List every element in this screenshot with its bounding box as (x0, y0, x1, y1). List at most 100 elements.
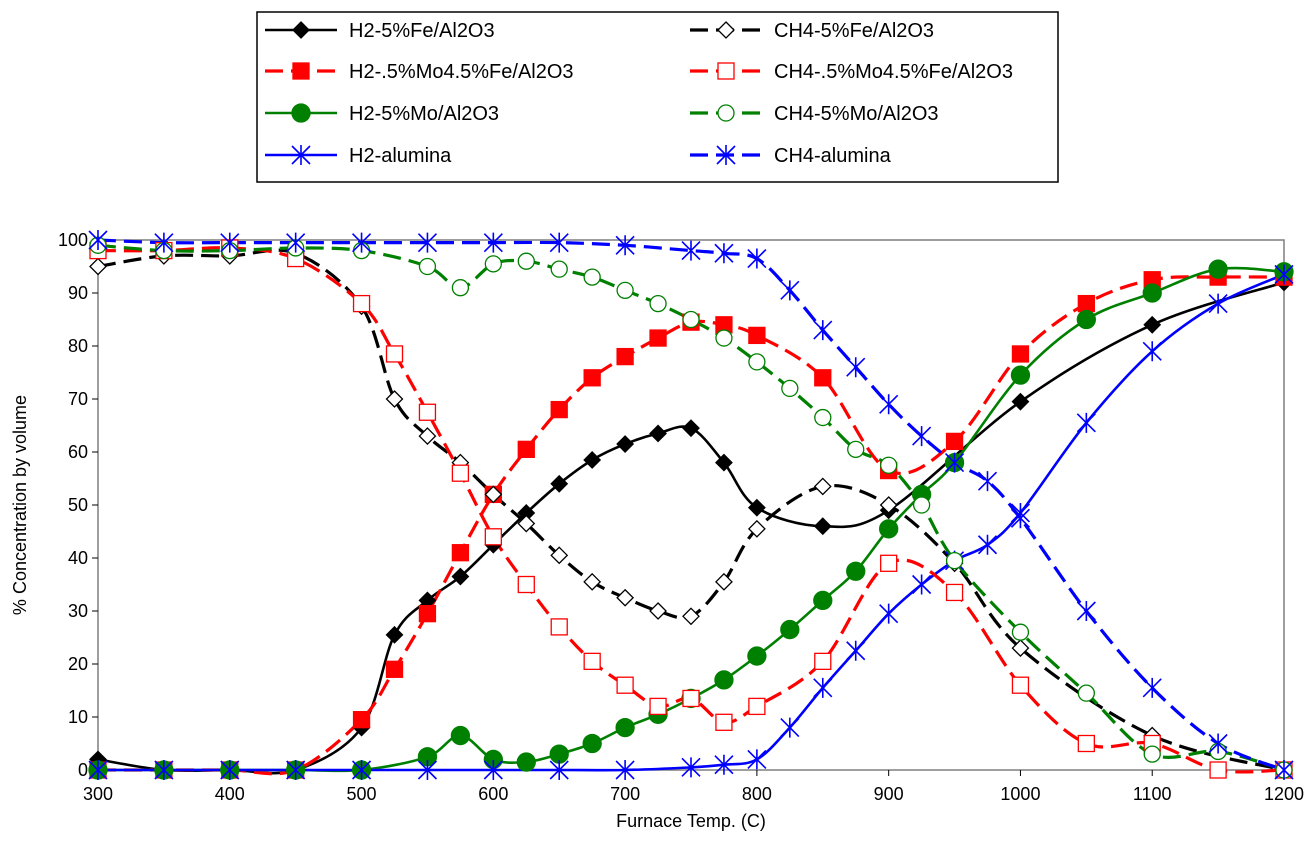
data-point (550, 546, 569, 565)
data-point (945, 583, 964, 602)
data-point (1143, 315, 1162, 334)
data-point (813, 320, 833, 341)
data-point (747, 248, 767, 269)
data-point (879, 519, 899, 539)
x-tick-label: 600 (478, 784, 508, 804)
data-point (220, 760, 240, 780)
legend-marker (716, 145, 736, 165)
data-point (1208, 259, 1228, 279)
x-tick-label: 300 (83, 784, 113, 804)
data-point (583, 572, 602, 591)
data-point (1011, 639, 1030, 658)
data-point (550, 474, 569, 493)
y-axis: 0 10 20 30 40 50 60 70 80 90 100 (58, 230, 98, 780)
data-point (450, 725, 471, 746)
legend-marker (717, 21, 735, 39)
data-point (1010, 365, 1031, 385)
data-point (780, 717, 800, 738)
legend-marker (291, 103, 311, 123)
data-point (813, 477, 832, 496)
data-point (912, 496, 931, 514)
y-tick-label: 100 (58, 230, 88, 250)
data-point (417, 232, 438, 253)
data-point (583, 268, 601, 286)
data-point (615, 717, 635, 738)
data-point (417, 760, 438, 780)
data-point (912, 426, 932, 447)
y-tick-label: 20 (68, 654, 88, 674)
y-tick-label: 90 (68, 283, 88, 303)
data-point (616, 676, 634, 694)
legend-label: H2-5%Fe/Al2O3 (349, 20, 495, 42)
data-point (682, 310, 700, 329)
data-point (583, 369, 601, 387)
data-point (813, 677, 833, 698)
data-point (715, 329, 733, 347)
data-point (615, 760, 635, 780)
legend-item: CH4-alumina (690, 145, 892, 167)
data-point (814, 369, 832, 387)
data-point (352, 294, 371, 313)
legend-box (256, 11, 1059, 183)
data-point (1077, 734, 1095, 753)
data-point (747, 498, 766, 517)
data-point (879, 496, 898, 514)
legend-label: H2-alumina (349, 145, 452, 167)
data-point (88, 230, 108, 250)
data-point (846, 640, 866, 661)
data-point (451, 544, 470, 562)
data-point (483, 760, 503, 780)
legend-label: CH4-5%Fe/Al2O3 (774, 20, 934, 42)
y-axis-label: % Concentration by volume (10, 395, 30, 615)
data-point (484, 485, 503, 504)
data-point (1011, 392, 1030, 411)
data-point (682, 607, 700, 626)
data-point (154, 760, 174, 780)
data-point (681, 757, 701, 778)
legend-item: H2-.5%Mo4.5%Fe/Al2O3 (265, 61, 574, 83)
data-point (714, 670, 734, 690)
data-point (286, 760, 306, 780)
y-tick-label: 70 (68, 389, 88, 409)
legend-marker (292, 21, 310, 39)
x-tick-label: 1000 (1000, 784, 1040, 804)
data-point (649, 602, 667, 620)
data-point (351, 232, 372, 253)
data-point (418, 403, 437, 421)
data-point (682, 419, 700, 438)
x-tick-label: 400 (215, 784, 245, 804)
data-point (1274, 760, 1294, 780)
legend-item: CH4-5%Mo/Al2O3 (690, 103, 939, 125)
data-point (1076, 601, 1096, 621)
data-point (1010, 508, 1031, 529)
data-point (880, 554, 898, 572)
data-point (385, 345, 404, 363)
data-point (1274, 264, 1294, 285)
y-tick-label: 10 (68, 707, 88, 727)
data-point (945, 432, 964, 451)
legend-marker (717, 104, 735, 122)
data-point (1209, 761, 1227, 779)
legend-item: CH4-5%Fe/Al2O3 (690, 20, 934, 42)
legend-label: CH4-5%Mo/Al2O3 (774, 103, 939, 125)
data-point (747, 646, 767, 666)
data-point (715, 453, 733, 472)
data-point (616, 347, 634, 366)
data-point (748, 697, 766, 716)
legend-item: H2-5%Mo/Al2O3 (265, 103, 499, 125)
data-point (846, 561, 866, 581)
data-point (550, 400, 568, 419)
legend-item: H2-5%Fe/Al2O3 (265, 20, 495, 42)
data-point (385, 390, 404, 408)
data-point (1142, 677, 1162, 698)
data-point (1076, 412, 1096, 433)
data-point (714, 243, 734, 264)
data-point (748, 326, 766, 345)
data-point (418, 257, 437, 276)
data-point (484, 528, 502, 546)
data-point (516, 752, 536, 772)
data-point (1208, 293, 1228, 314)
data-point (418, 605, 437, 623)
data-point (549, 760, 569, 780)
